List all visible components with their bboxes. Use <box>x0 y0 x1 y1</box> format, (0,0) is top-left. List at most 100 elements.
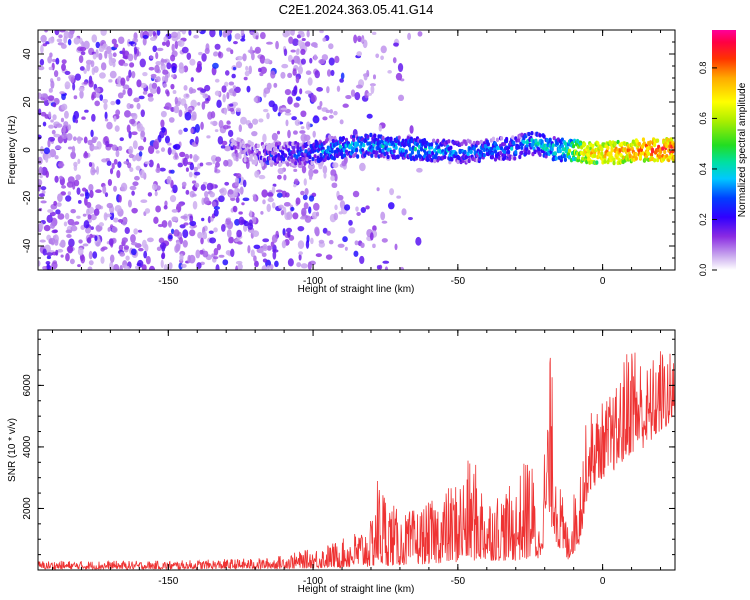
spectrogram-signal-cell <box>272 147 277 152</box>
spectrogram-noise-cell <box>175 243 181 252</box>
spectrogram-noise-cell <box>321 54 329 61</box>
spectrogram-noise-cell <box>48 37 55 44</box>
spectrogram-noise-cell <box>392 57 397 64</box>
spectrogram-noise-cell <box>111 144 118 151</box>
spectrogram-noise-cell <box>192 193 197 197</box>
spectrogram-noise-cell <box>44 30 48 33</box>
spectrogram-signal-cell <box>301 156 305 162</box>
spectrogram-noise-cell <box>223 107 228 115</box>
spectrogram-signal-cell <box>310 160 314 166</box>
spectrogram-noise-cell <box>139 169 145 179</box>
spectrogram-noise-cell <box>93 65 99 73</box>
spectrogram-signal-cell <box>448 160 452 165</box>
spectrogram-noise-cell <box>340 72 345 80</box>
spectrogram-noise-cell <box>252 194 257 202</box>
spectrogram-signal-cell <box>352 137 356 143</box>
spectrogram-noise-cell <box>287 54 293 63</box>
spectrogram-noise-cell <box>197 231 203 239</box>
chart-title: C2E1.2024.363.05.41.G14 <box>279 2 434 17</box>
spectrogram-noise-cell <box>90 167 96 176</box>
spectrogram-noise-cell <box>129 167 134 173</box>
spectrogram-noise-cell <box>216 99 222 109</box>
spectrogram-noise-cell <box>115 83 123 87</box>
spectrogram-noise-cell <box>143 250 148 259</box>
spectrogram-noise-cell <box>90 60 95 68</box>
spectrogram-noise-cell <box>191 180 197 184</box>
spectrogram-noise-cell <box>90 129 94 138</box>
spectrogram-noise-cell <box>60 117 65 123</box>
spectrogram-noise-cell <box>182 239 188 248</box>
spectrogram-noise-cell <box>287 96 293 105</box>
spectrogram-noise-cell <box>189 229 196 237</box>
spectrogram-noise-cell <box>154 191 158 197</box>
spectrogram-noise-cell <box>134 175 140 181</box>
spectrogram-signal-cell <box>456 159 460 165</box>
spectrogram-signal-cell <box>663 149 667 155</box>
spectrogram-noise-cell <box>179 253 184 262</box>
spectrogram-noise-cell <box>218 51 222 57</box>
spectrogram-noise-cell <box>75 174 81 181</box>
spectrogram-noise-cell <box>337 194 344 201</box>
spectrogram-noise-cell <box>85 227 91 234</box>
spectrogram-noise-cell <box>299 130 306 134</box>
spectrogram-noise-cell <box>261 252 267 258</box>
spectrogram-noise-cell <box>339 78 344 83</box>
spectrogram-noise-cell <box>242 53 247 62</box>
spectrogram-noise-cell <box>264 58 271 65</box>
spectrogram-signal-cell <box>495 137 500 143</box>
spectrogram-noise-cell <box>174 96 179 105</box>
spectrogram-noise-cell <box>45 41 50 45</box>
spectrogram-noise-cell <box>206 135 211 139</box>
spectrogram-noise-cell <box>177 162 184 168</box>
spectrogram-noise-cell <box>172 144 178 150</box>
snr-xtick-label: -100 <box>303 576 323 587</box>
spectrogram-noise-cell <box>259 54 266 64</box>
spectrogram-noise-cell <box>58 160 64 169</box>
spectrogram-noise-cell <box>100 62 107 71</box>
spectrogram-noise-cell <box>284 30 291 37</box>
spectrogram-signal-cell <box>665 143 669 149</box>
spectrogram-noise-cell <box>92 146 100 150</box>
spectrogram-noise-cell <box>193 166 199 172</box>
spectrogram-noise-cell <box>136 262 142 267</box>
spectrogram-noise-cell <box>249 46 253 55</box>
spectrogram-noise-cell <box>171 216 178 222</box>
spectrogram-noise-cell <box>146 237 154 243</box>
spectrogram-noise-cell <box>293 183 297 188</box>
spectrogram-signal-cell <box>634 152 638 157</box>
spectrogram-noise-cell <box>263 87 271 94</box>
spectrogram-noise-cell <box>380 45 387 54</box>
spectrogram-noise-cell <box>133 32 138 41</box>
spectrogram-noise-cell <box>127 162 132 169</box>
spectrogram-noise-cell <box>60 43 67 49</box>
spectrogram-noise-cell <box>129 118 136 125</box>
spectrogram-noise-cell <box>303 202 309 210</box>
spectrogram-noise-cell <box>295 96 301 101</box>
spectrogram-noise-cell <box>331 182 338 189</box>
spectrogram-noise-cell <box>148 83 153 91</box>
spectrogram-noise-cell <box>45 170 49 178</box>
spectrogram-noise-cell <box>139 58 146 68</box>
spectrogram-noise-cell <box>136 122 143 132</box>
spectrogram-ytick-label: 0 <box>22 147 33 153</box>
spectrogram-noise-cell <box>273 82 278 88</box>
spectrogram-noise-cell <box>263 163 267 169</box>
spectrogram-noise-cell <box>56 202 62 207</box>
spectrogram-noise-cell <box>195 66 202 73</box>
spectrogram-noise-cell <box>298 251 303 256</box>
spectrogram-noise-cell <box>108 52 113 60</box>
spectrogram-noise-cell <box>259 31 266 40</box>
spectrogram-noise-cell <box>54 145 62 150</box>
spectrogram-signal-cell <box>369 132 373 138</box>
spectrogram-noise-cell <box>74 73 82 81</box>
spectrogram-noise-cell <box>127 87 133 97</box>
spectrogram-noise-cell <box>214 90 221 96</box>
spectrogram-noise-cell <box>121 237 128 243</box>
spectrogram-noise-cell <box>300 190 305 196</box>
spectrogram-noise-cell <box>248 122 253 129</box>
spectrogram-noise-cell <box>124 265 131 270</box>
spectrogram-noise-cell <box>65 84 69 90</box>
snr-ytick-label: 4000 <box>22 435 33 458</box>
spectrogram-noise-cell <box>222 124 229 130</box>
spectrogram-noise-cell <box>365 205 370 210</box>
